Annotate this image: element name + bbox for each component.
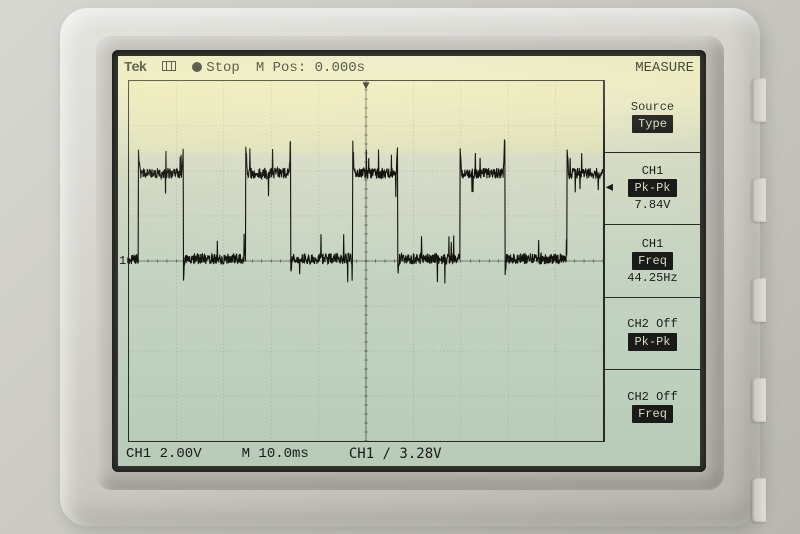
softkey-line: Source <box>631 99 674 115</box>
softkey-ch1-pkpk[interactable]: CH1 Pk-Pk 7.84V <box>605 153 700 226</box>
coupling-icon <box>162 60 176 76</box>
m-position-readout: M Pos: 0.000s <box>256 60 365 76</box>
softkey-ch2-freq[interactable]: CH2 Off Freq <box>605 370 700 442</box>
lcd-screen: Tek Stop M Pos: 0.000s MEASURE ▼ 1▶ ◀ <box>118 56 700 466</box>
bezel-inner-slope: Tek Stop M Pos: 0.000s MEASURE ▼ 1▶ ◀ <box>96 36 724 490</box>
softkey-line: CH2 Off <box>627 316 677 332</box>
screen-frame: Tek Stop M Pos: 0.000s MEASURE ▼ 1▶ ◀ <box>112 50 706 472</box>
ch1-ground-marker: 1▶ <box>119 254 133 268</box>
waveform-plot[interactable]: ▼ 1▶ ◀ <box>128 80 604 442</box>
softkey-line: CH1 <box>642 236 664 252</box>
oscilloscope-bezel: Tek Stop M Pos: 0.000s MEASURE ▼ 1▶ ◀ <box>60 8 760 526</box>
softkey-highlight: Freq <box>632 252 673 270</box>
trigger-readout: CH1 / 3.28V <box>349 446 442 462</box>
softkey-ch1-freq[interactable]: CH1 Freq 44.25Hz <box>605 225 700 298</box>
softkey-source[interactable]: Source Type <box>605 80 700 153</box>
softkey-value: 7.84V <box>634 197 670 213</box>
status-bar: Tek Stop M Pos: 0.000s MEASURE <box>118 56 700 80</box>
run-state: Stop <box>192 60 240 76</box>
bottom-readout: CH1 2.00V M 10.0ms CH1 / 3.28V <box>126 444 600 464</box>
timebase-readout: M 10.0ms <box>242 446 309 462</box>
ch1-scale-readout: CH1 2.00V <box>126 446 202 462</box>
softkey-ch2-pkpk[interactable]: CH2 Off Pk-Pk <box>605 298 700 371</box>
physical-softkey-buttons <box>752 78 766 522</box>
softkey-line: CH1 <box>642 163 664 179</box>
softkey-highlight: Pk-Pk <box>628 333 676 351</box>
softkey-value: 44.25Hz <box>627 270 677 286</box>
stop-icon <box>192 62 202 72</box>
softkey-column: Source Type CH1 Pk-Pk 7.84V CH1 Freq 44.… <box>604 80 700 442</box>
softkey-highlight: Type <box>632 115 673 133</box>
waveform-svg <box>129 81 603 441</box>
brand-label: Tek <box>124 60 146 76</box>
softkey-highlight: Freq <box>632 405 673 423</box>
softkey-line: CH2 Off <box>627 389 677 405</box>
menu-title: MEASURE <box>635 60 694 76</box>
trigger-position-marker: ▼ <box>362 79 369 93</box>
softkey-highlight: Pk-Pk <box>628 179 676 197</box>
